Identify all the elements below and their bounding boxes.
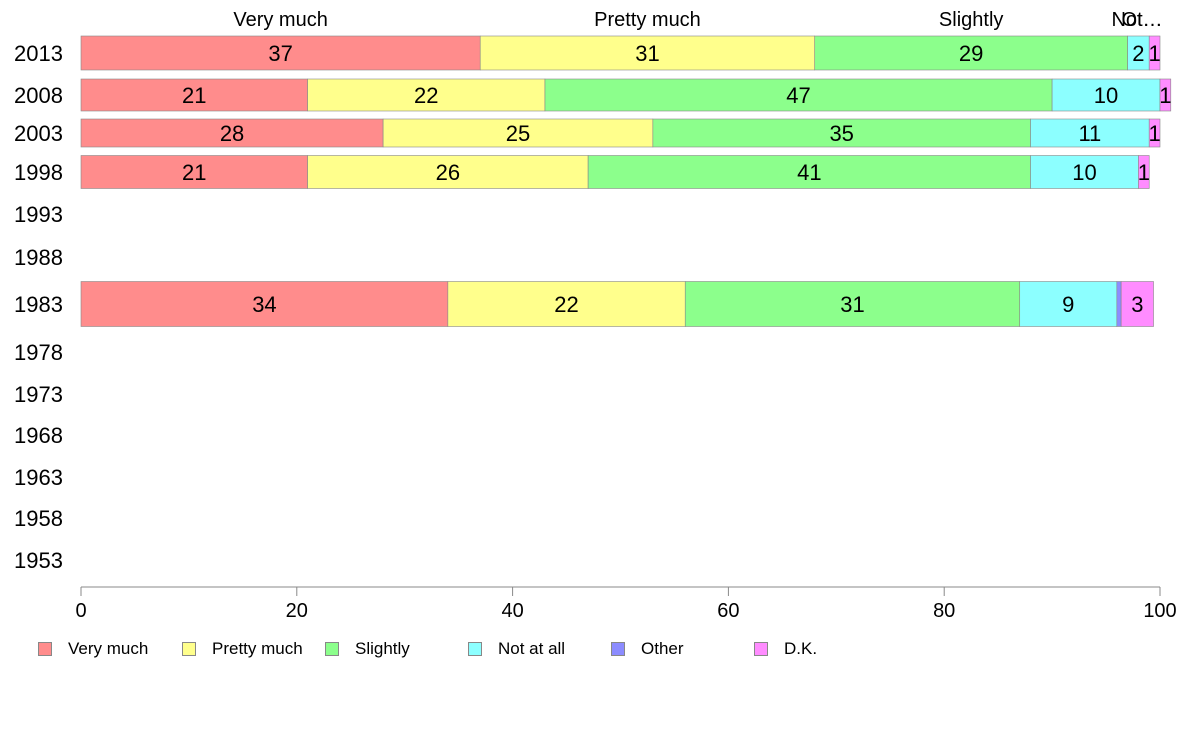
legend-item-not-at-all: Not at all [468, 639, 565, 659]
data-label-2013-d-k: 1 [1148, 41, 1160, 66]
legend-label-other: Other [641, 639, 684, 658]
data-label-1998-not-at-all: 10 [1072, 160, 1096, 185]
legend-swatch-not-at-all [468, 642, 482, 656]
y-tick-label-1998: 1998 [14, 160, 63, 185]
data-label-1998-pretty-much: 26 [436, 160, 460, 185]
x-tick-label-0: 0 [75, 600, 86, 622]
data-label-1983-very-much: 34 [252, 292, 276, 317]
legend-swatch-slightly [325, 642, 339, 656]
x-tick-label-40: 40 [501, 600, 523, 622]
bar-2003-slightly [652, 118, 1031, 148]
bar-2003-d-k [1148, 118, 1161, 148]
bar-1998-not-at-all [1030, 155, 1139, 189]
bar-1998-d-k [1138, 155, 1150, 189]
data-label-2008-slightly: 47 [786, 83, 810, 108]
top-series-label-slightly: Slightly [939, 9, 1003, 31]
data-label-2003-pretty-much: 25 [506, 121, 530, 146]
bar-1998-slightly [587, 155, 1031, 189]
bar-1983-very-much [80, 281, 449, 327]
data-label-2008-very-much: 21 [182, 83, 206, 108]
data-label-2008-not-at-all: 10 [1094, 83, 1118, 108]
data-label-2008-pretty-much: 22 [414, 83, 438, 108]
bar-2008-not-at-all [1051, 78, 1161, 112]
top-series-label-ot: Ot… [1121, 9, 1162, 31]
legend-swatch-very-much [38, 642, 52, 656]
top-series-label-not: Not… [1111, 9, 1162, 31]
y-tick-label-1983: 1983 [14, 292, 63, 317]
data-label-1983-pretty-much: 22 [554, 292, 578, 317]
data-label-2013-slightly: 29 [959, 41, 983, 66]
data-label-1983-d-k: 3 [1131, 292, 1143, 317]
legend-swatch-pretty-much [182, 642, 196, 656]
bar-1983-not-at-all [1019, 281, 1118, 327]
data-label-1998-slightly: 41 [797, 160, 821, 185]
bar-2008-d-k [1159, 78, 1172, 112]
bar-2003-pretty-much [382, 118, 654, 148]
y-tick-label-2008: 2008 [14, 83, 63, 108]
bar-1983-slightly [684, 281, 1021, 327]
legend-swatch-other [611, 642, 625, 656]
bar-2013-very-much [80, 35, 481, 71]
y-tick-label-1953: 1953 [14, 548, 63, 573]
data-label-2003-d-k: 1 [1148, 121, 1160, 146]
y-tick-label-1968: 1968 [14, 423, 63, 448]
data-label-2003-slightly: 35 [829, 121, 853, 146]
y-tick-label-1988: 1988 [14, 245, 63, 270]
x-tick-label-60: 60 [717, 600, 739, 622]
y-tick-label-2013: 2013 [14, 41, 63, 66]
data-label-2003-not-at-all: 11 [1078, 121, 1101, 146]
bar-2008-slightly [544, 78, 1053, 112]
legend-item-pretty-much: Pretty much [182, 639, 303, 659]
legend-label-dk: D.K. [784, 639, 818, 658]
y-tick-label-2003: 2003 [14, 121, 63, 146]
bar-2008-pretty-much [307, 78, 546, 112]
chart-legend: Very much Pretty much Slightly Not at al… [38, 639, 1138, 661]
data-label-1998-very-much: 21 [182, 160, 206, 185]
top-series-label-very-much: Very much [233, 9, 327, 31]
legend-label-pretty-much: Pretty much [212, 639, 303, 658]
bar-2013-pretty-much [479, 35, 816, 71]
data-label-2013-not-at-all: 2 [1132, 41, 1144, 66]
data-label-1983-not-at-all: 9 [1062, 292, 1074, 317]
y-tick-label-1993: 1993 [14, 202, 63, 227]
bar-1998-very-much [80, 155, 308, 189]
y-tick-label-1958: 1958 [14, 506, 63, 531]
bar-2008-very-much [80, 78, 308, 112]
legend-label-slightly: Slightly [355, 639, 410, 658]
bar-2013-d-k [1148, 35, 1161, 71]
data-label-1983-slightly: 31 [840, 292, 864, 317]
data-label-1998-d-k: 1 [1138, 160, 1150, 185]
bar-2003-not-at-all [1030, 118, 1150, 148]
data-label-2013-pretty-much: 31 [635, 41, 659, 66]
bar-1983-pretty-much [447, 281, 686, 327]
legend-swatch-dk [754, 642, 768, 656]
y-tick-label-1978: 1978 [14, 340, 63, 365]
legend-label-not-at-all: Not at all [498, 639, 566, 658]
bar-1998-pretty-much [307, 155, 589, 189]
data-label-2013-very-much: 37 [268, 41, 292, 66]
data-label-2008-d-k: 1 [1159, 83, 1171, 108]
legend-item-dk: D.K. [754, 639, 817, 659]
x-tick-label-20: 20 [286, 600, 308, 622]
legend-item-slightly: Slightly [325, 639, 410, 659]
bar-1983-d-k [1120, 281, 1154, 327]
top-series-label-pretty-much: Pretty much [594, 9, 701, 31]
legend-item-other: Other [611, 639, 684, 659]
legend-label-very-much: Very much [68, 639, 149, 658]
x-tick-label-100: 100 [1143, 600, 1176, 622]
y-tick-label-1963: 1963 [14, 465, 63, 490]
x-tick-label-80: 80 [933, 600, 955, 622]
bar-2013-slightly [814, 35, 1128, 71]
data-label-2003-very-much: 28 [220, 121, 244, 146]
bar-1983-other [1116, 281, 1122, 327]
y-tick-label-1973: 1973 [14, 382, 63, 407]
bar-2003-very-much [80, 118, 384, 148]
legend-item-very-much: Very much [38, 639, 148, 659]
